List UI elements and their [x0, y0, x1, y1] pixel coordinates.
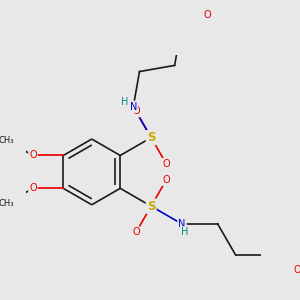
Text: CH₃: CH₃	[0, 199, 14, 208]
Text: H: H	[181, 227, 188, 237]
Text: O: O	[163, 175, 170, 185]
Text: O: O	[294, 265, 300, 275]
Text: O: O	[132, 106, 140, 116]
Text: O: O	[203, 10, 211, 20]
Text: O: O	[163, 159, 170, 169]
Text: CH₃: CH₃	[0, 136, 14, 145]
Text: O: O	[29, 183, 37, 193]
Text: H: H	[122, 97, 129, 107]
Text: S: S	[147, 200, 155, 213]
Text: N: N	[178, 219, 186, 229]
Text: O: O	[132, 227, 140, 238]
Text: O: O	[29, 151, 37, 160]
Text: S: S	[147, 131, 155, 144]
Text: N: N	[130, 102, 137, 112]
